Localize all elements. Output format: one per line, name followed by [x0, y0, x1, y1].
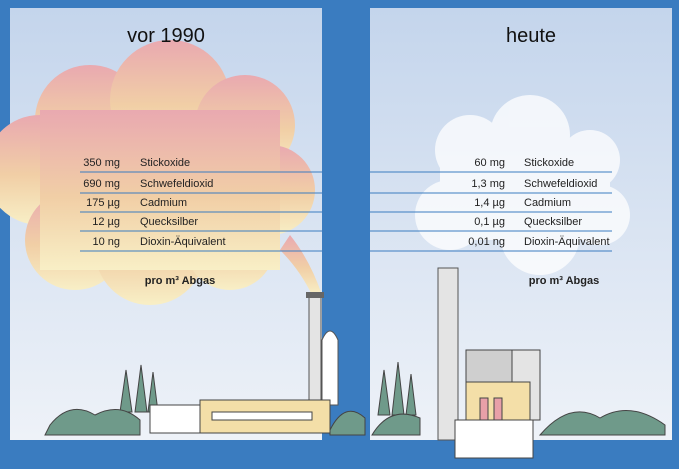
substance: Schwefeldioxid [524, 178, 597, 190]
decoration [438, 268, 458, 440]
decoration [455, 420, 533, 458]
decoration [494, 398, 502, 422]
amount: 10 ng [92, 236, 120, 248]
unit-note: pro m³ Abgas [145, 275, 216, 287]
panel-title: vor 1990 [127, 25, 205, 47]
amount: 1,3 mg [471, 178, 505, 190]
substance: Stickoxide [140, 157, 190, 169]
substance: Cadmium [524, 197, 571, 209]
amount: 1,4 µg [474, 197, 505, 209]
unit-note: pro m³ Abgas [529, 275, 600, 287]
amount: 175 µg [86, 197, 120, 209]
amount: 350 mg [83, 157, 120, 169]
substance: Cadmium [140, 197, 187, 209]
substance: Dioxin-Äquivalent [140, 236, 226, 248]
substance: Quecksilber [524, 216, 582, 228]
amount: 12 µg [92, 216, 120, 228]
substance: Dioxin-Äquivalent [524, 236, 610, 248]
substance: Schwefeldioxid [140, 178, 213, 190]
amount: 690 mg [83, 178, 120, 190]
page: vor 1990 350 mg Stickoxide 690 mg Schwefeldi… [0, 0, 679, 474]
decoration [150, 405, 202, 433]
amount: 0,01 ng [468, 236, 505, 248]
decoration [306, 292, 324, 298]
decoration [322, 331, 338, 405]
substance: Stickoxide [524, 157, 574, 169]
amount: 60 mg [474, 157, 505, 169]
substance: Quecksilber [140, 216, 198, 228]
decoration [212, 412, 312, 420]
decoration [480, 398, 488, 422]
decoration [309, 295, 321, 405]
panel-title: heute [506, 25, 556, 47]
infographic: vor 1990 350 mg Stickoxide 690 mg Schwefeldi… [0, 0, 679, 469]
amount: 0,1 µg [474, 216, 505, 228]
